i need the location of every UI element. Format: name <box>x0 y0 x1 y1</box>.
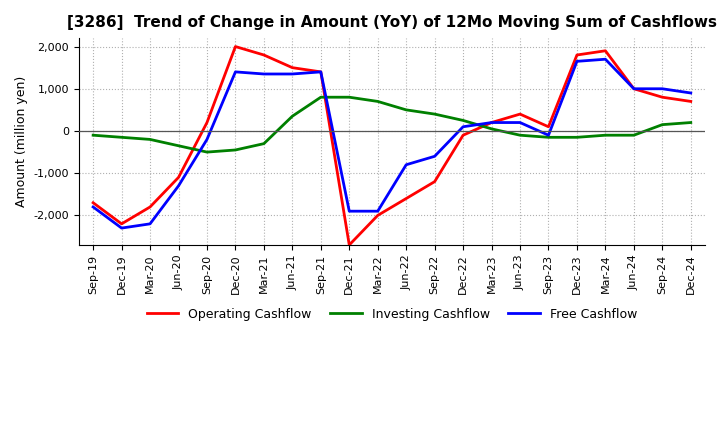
Operating Cashflow <box>629 86 638 92</box>
Free Cashflow <box>658 86 667 92</box>
Operating Cashflow <box>174 175 183 180</box>
Investing Cashflow <box>288 114 297 119</box>
Operating Cashflow <box>402 196 410 201</box>
Title: [3286]  Trend of Change in Amount (YoY) of 12Mo Moving Sum of Cashflows: [3286] Trend of Change in Amount (YoY) o… <box>67 15 717 30</box>
Free Cashflow <box>374 209 382 214</box>
Investing Cashflow <box>601 132 610 138</box>
Investing Cashflow <box>117 135 126 140</box>
Investing Cashflow <box>658 122 667 127</box>
Operating Cashflow <box>145 204 154 209</box>
Operating Cashflow <box>686 99 695 104</box>
Free Cashflow <box>601 57 610 62</box>
Investing Cashflow <box>516 132 524 138</box>
Investing Cashflow <box>260 141 269 146</box>
Operating Cashflow <box>288 65 297 70</box>
Free Cashflow <box>459 124 467 129</box>
Investing Cashflow <box>174 143 183 148</box>
Line: Operating Cashflow: Operating Cashflow <box>93 47 690 245</box>
Operating Cashflow <box>231 44 240 49</box>
Free Cashflow <box>145 221 154 227</box>
Legend: Operating Cashflow, Investing Cashflow, Free Cashflow: Operating Cashflow, Investing Cashflow, … <box>142 303 642 326</box>
Operating Cashflow <box>317 69 325 74</box>
Investing Cashflow <box>374 99 382 104</box>
Free Cashflow <box>231 69 240 74</box>
Free Cashflow <box>686 90 695 95</box>
Operating Cashflow <box>117 221 126 227</box>
Investing Cashflow <box>402 107 410 113</box>
Free Cashflow <box>629 86 638 92</box>
Free Cashflow <box>516 120 524 125</box>
Line: Investing Cashflow: Investing Cashflow <box>93 97 690 152</box>
Operating Cashflow <box>544 124 553 129</box>
Free Cashflow <box>544 132 553 138</box>
Line: Free Cashflow: Free Cashflow <box>93 59 690 228</box>
Free Cashflow <box>487 120 496 125</box>
Investing Cashflow <box>431 111 439 117</box>
Free Cashflow <box>89 204 97 209</box>
Y-axis label: Amount (million yen): Amount (million yen) <box>15 76 28 207</box>
Free Cashflow <box>260 71 269 77</box>
Investing Cashflow <box>459 118 467 123</box>
Operating Cashflow <box>260 52 269 58</box>
Operating Cashflow <box>601 48 610 53</box>
Free Cashflow <box>431 154 439 159</box>
Free Cashflow <box>117 225 126 231</box>
Operating Cashflow <box>487 120 496 125</box>
Free Cashflow <box>572 59 581 64</box>
Investing Cashflow <box>202 150 211 155</box>
Investing Cashflow <box>572 135 581 140</box>
Operating Cashflow <box>516 111 524 117</box>
Investing Cashflow <box>145 137 154 142</box>
Operating Cashflow <box>89 200 97 205</box>
Operating Cashflow <box>374 213 382 218</box>
Investing Cashflow <box>487 126 496 132</box>
Investing Cashflow <box>544 135 553 140</box>
Operating Cashflow <box>572 52 581 58</box>
Investing Cashflow <box>89 132 97 138</box>
Operating Cashflow <box>658 95 667 100</box>
Investing Cashflow <box>629 132 638 138</box>
Investing Cashflow <box>686 120 695 125</box>
Free Cashflow <box>174 183 183 188</box>
Free Cashflow <box>317 69 325 74</box>
Operating Cashflow <box>345 242 354 248</box>
Free Cashflow <box>202 137 211 142</box>
Free Cashflow <box>288 71 297 77</box>
Free Cashflow <box>345 209 354 214</box>
Investing Cashflow <box>345 95 354 100</box>
Operating Cashflow <box>431 179 439 184</box>
Operating Cashflow <box>459 132 467 138</box>
Investing Cashflow <box>317 95 325 100</box>
Operating Cashflow <box>202 120 211 125</box>
Free Cashflow <box>402 162 410 167</box>
Investing Cashflow <box>231 147 240 153</box>
